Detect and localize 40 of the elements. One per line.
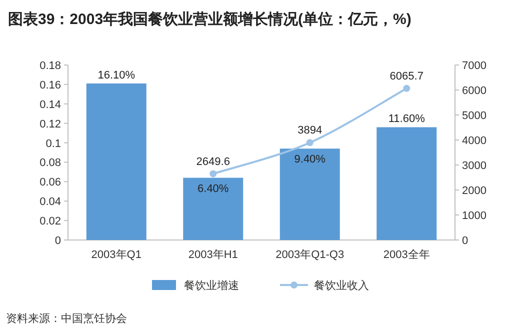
data-label: 6065.7 xyxy=(390,70,424,82)
text: 资料来源：中国烹饪协会 xyxy=(6,312,127,325)
bar xyxy=(183,178,244,240)
y2-tick-label: 3000 xyxy=(462,160,486,172)
y-tick-label: 0.06 xyxy=(40,176,61,189)
y-tick-label: 0.12 xyxy=(40,118,61,130)
y-tick-label: 0.1 xyxy=(46,138,61,150)
legend-label: 餐饮业收入 xyxy=(314,279,369,292)
y2-tick-label: 1000 xyxy=(462,210,486,222)
data-label: 2649.6 xyxy=(196,156,230,168)
y2-tick-label: 6000 xyxy=(462,85,486,97)
y2-tick-label: 2000 xyxy=(462,185,486,197)
y-tick-label: 0.04 xyxy=(40,196,61,208)
point xyxy=(210,170,217,178)
y-tick-label: 0.16 xyxy=(40,79,61,92)
legend-label: 餐饮业增速 xyxy=(184,279,239,292)
y2-tick-label: 0 xyxy=(462,235,468,247)
y-tick-label: 0.08 xyxy=(40,157,61,170)
x-tick-label: 2003年Q1-Q3 xyxy=(276,249,344,261)
data-label: 3894 xyxy=(298,124,322,137)
x-tick-label: 2003年Q1 xyxy=(91,249,142,261)
y-tick-label: 0 xyxy=(54,235,61,247)
data-label: 9.40% xyxy=(294,154,326,166)
y-tick-label: 0.02 xyxy=(40,216,61,228)
y2-tick-label: 5000 xyxy=(462,110,486,122)
x-tick-label: 2003年H1 xyxy=(188,249,238,261)
y2-tick-label: 7000 xyxy=(462,60,486,72)
chart-title: 图表39：2003年我国餐饮业营业额增长情况(单位：亿元，%) xyxy=(8,10,412,28)
data-label: 6.40% xyxy=(198,182,229,195)
y2-tick-label: 4000 xyxy=(462,135,486,147)
x-tick-label: 2003全年 xyxy=(383,249,430,261)
bar xyxy=(86,83,146,240)
y-tick-label: 0.18 xyxy=(40,60,61,72)
data-label: 16.10% xyxy=(98,69,136,82)
bar xyxy=(280,148,340,240)
data-label: 11.60% xyxy=(388,113,426,126)
point xyxy=(306,139,314,146)
y-tick-label: 0.14 xyxy=(40,98,61,111)
point xyxy=(403,84,410,92)
bar xyxy=(376,127,437,240)
